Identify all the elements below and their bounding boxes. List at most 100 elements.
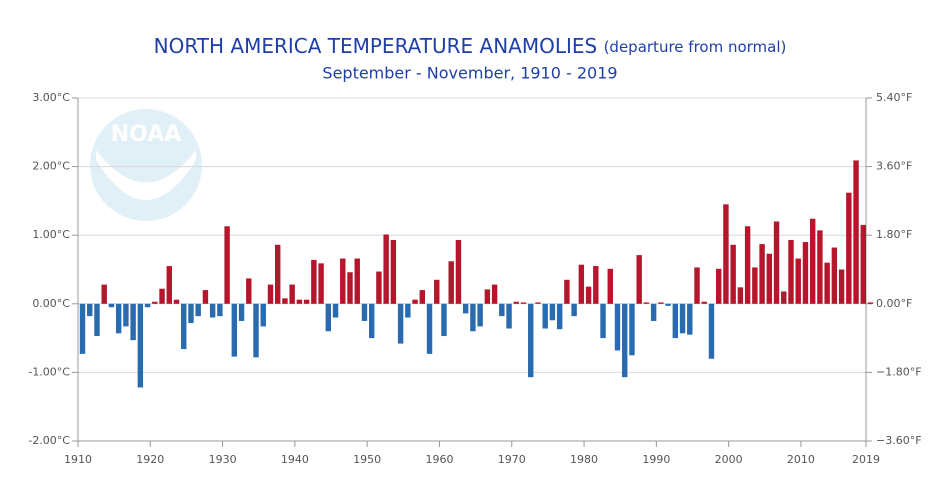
noaa-logo: NOAA [90,109,202,221]
bar [701,301,707,304]
bar [318,263,324,304]
bar [123,303,129,327]
bar [730,244,736,304]
x-tick-label: 1960 [425,453,453,466]
bar [788,240,794,304]
y2-tick-label: −1.80°F [876,365,922,378]
bar [246,278,252,304]
bar [462,303,469,314]
bar [275,244,281,304]
x-tick-label: 1990 [642,453,670,466]
bar [152,301,158,304]
bar [817,230,823,304]
bar [231,303,238,357]
bar [665,303,671,306]
bar [419,290,426,304]
bar [593,266,599,304]
title-main: NORTH AMERICA TEMPERATURE ANAMOLIES [154,34,598,58]
bar [513,301,519,304]
bar [303,299,310,304]
bar [846,192,852,304]
x-tick-label: 2000 [715,453,743,466]
bar [470,303,476,332]
bar [658,302,664,304]
bar [752,267,758,304]
bar [79,303,86,354]
bar [412,299,418,304]
bar [448,261,454,304]
bar [499,303,505,317]
bar [267,284,274,304]
bar [622,303,628,378]
x-tick-label: 1970 [498,453,526,466]
y2-tick-label: 0.00°F [876,297,912,310]
bar [506,303,512,329]
title-note: (departure from normal) [604,38,787,56]
x-tick-label: 1930 [209,453,237,466]
bar [636,255,642,304]
y-tick-label: -2.00°C [28,434,70,447]
y-tick-label: 3.00°C [32,91,70,104]
bar [441,303,447,337]
bar [159,288,165,304]
bar [455,240,462,304]
bar [744,226,751,304]
bar [347,272,353,304]
bar [383,234,389,304]
bar [715,268,722,304]
bar [629,303,635,356]
bar [491,284,498,304]
logo-circle [90,109,202,221]
y2-tick-label: 5.40°F [876,91,912,104]
chart-title: NORTH AMERICA TEMPERATURE ANAMOLIES (dep… [154,34,787,58]
bar [650,303,657,321]
bar [528,303,534,378]
bar [564,279,570,304]
x-tick-label: 2010 [787,453,815,466]
bar [795,258,801,304]
bar [87,303,93,317]
bar [434,279,440,304]
bar [195,303,201,317]
bar [687,303,693,335]
bar [860,224,866,304]
y-tick-label: 0.00°C [32,297,70,310]
bar [520,302,527,304]
bar [296,299,303,304]
bar [802,242,809,304]
bar [282,298,288,304]
bar [838,269,845,304]
bar [354,258,360,304]
bar [332,303,339,318]
bar [477,303,483,327]
bar [556,303,563,330]
bar [325,303,332,332]
bar [549,303,556,321]
bar [831,247,838,304]
bar [773,221,780,304]
y2-tick-label: 1.80°F [876,228,912,241]
bar [289,284,295,304]
bar [311,259,317,304]
bar [578,264,585,304]
bar [368,303,375,339]
bar [542,303,548,329]
y-tick-label: -1.00°C [28,365,70,378]
x-tick-label: 1940 [281,453,309,466]
bar [202,290,209,304]
bar [376,271,382,304]
bar [238,303,245,321]
x-tick-label: 1910 [64,453,92,466]
bar [571,303,577,317]
bar [130,303,136,341]
bar [260,303,266,327]
bar [607,268,613,304]
bar [217,303,223,317]
bar [209,303,216,318]
bar [766,253,773,304]
bar [781,291,787,304]
x-tick-label: 2019 [852,453,880,466]
bar [809,218,816,304]
